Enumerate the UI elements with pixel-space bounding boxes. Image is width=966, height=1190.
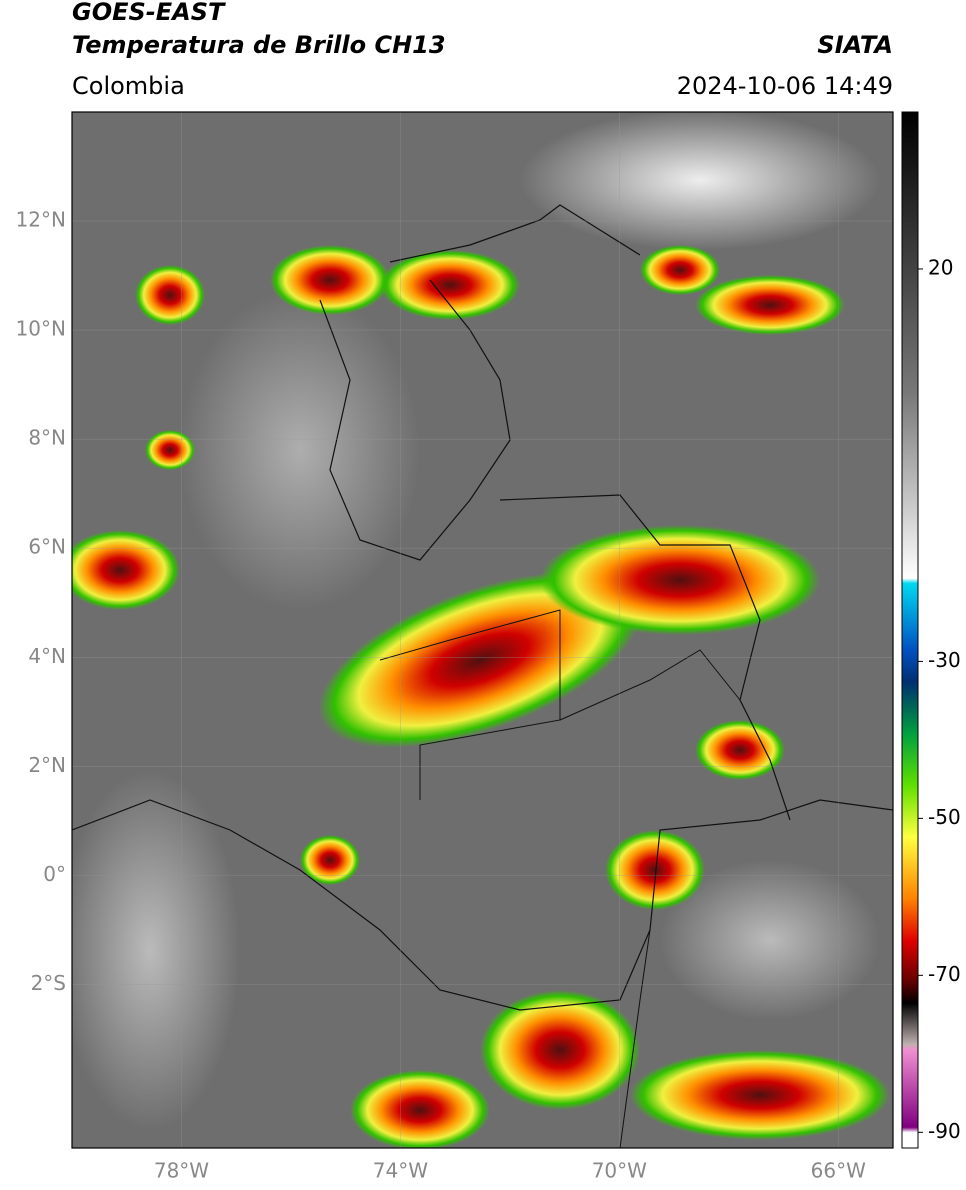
title: GOES-EAST [72, 0, 226, 26]
lat-tick-label: 2°S [31, 971, 66, 995]
colorbar [901, 111, 919, 1149]
colorbar-tick-label: -90 [928, 1119, 961, 1143]
lat-tick-label: 0° [43, 862, 66, 886]
graticule [72, 112, 893, 1148]
lat-tick-label: 8°N [28, 426, 66, 450]
lon-tick-label: 66°W [811, 1159, 866, 1183]
colorbar-tick-label: -50 [928, 805, 961, 829]
colorbar-tick-label: -70 [928, 962, 961, 986]
lon-tick-label: 70°W [592, 1159, 647, 1183]
colorbar-tick-label: 20 [928, 255, 953, 279]
lon-tick-label: 78°W [154, 1159, 209, 1183]
satellite-image [72, 112, 893, 1148]
datetime: 2024-10-06 14:49 [677, 72, 893, 100]
colorbar-tick-label: -30 [928, 648, 961, 672]
lon-tick-label: 74°W [373, 1159, 428, 1183]
lat-tick-label: 6°N [28, 535, 66, 559]
lat-tick-label: 12°N [16, 208, 66, 232]
lat-tick-label: 2°N [28, 753, 66, 777]
lat-tick-label: 4°N [28, 644, 66, 668]
source: SIATA [817, 31, 893, 59]
lat-tick-label: 10°N [16, 317, 66, 341]
subtitle: Temperatura de Brillo CH13 [72, 31, 446, 59]
region: Colombia [72, 72, 185, 100]
map-frame [71, 111, 894, 1149]
